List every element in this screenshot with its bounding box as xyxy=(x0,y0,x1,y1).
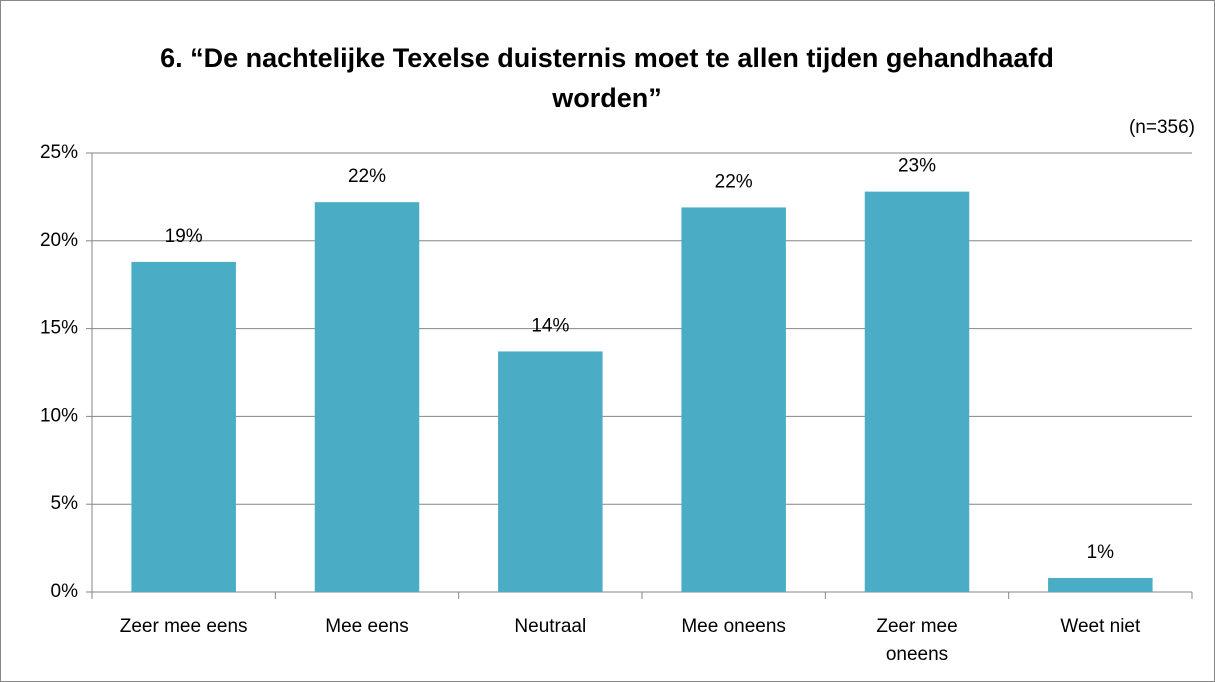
x-tick-label: Mee oneens xyxy=(681,616,786,637)
bar xyxy=(131,261,236,592)
x-tick-label: Zeer mee eens xyxy=(119,616,248,637)
y-tick-label: 15% xyxy=(40,318,78,339)
bar xyxy=(864,191,970,592)
x-tick-label: Zeer mee oneens xyxy=(876,616,958,665)
x-tick-label: Neutraal xyxy=(514,616,587,637)
data-label: 22% xyxy=(348,166,386,187)
x-tick-label: Weet niet xyxy=(1060,616,1141,637)
data-label: 1% xyxy=(1087,542,1115,563)
y-tick-label: 20% xyxy=(40,230,78,251)
data-label: 22% xyxy=(715,171,753,192)
x-tick-label: Mee eens xyxy=(325,616,409,637)
data-label: 19% xyxy=(165,226,203,247)
bar xyxy=(498,351,603,592)
bar xyxy=(314,202,420,592)
chart-title: 6. “De nachtelijke Texelse duisternis mo… xyxy=(160,43,1054,113)
bar xyxy=(681,207,786,592)
data-label: 14% xyxy=(531,315,569,336)
y-tick-label: 5% xyxy=(51,493,79,514)
y-tick-label: 25% xyxy=(40,142,78,163)
sample-size: (n=356) xyxy=(1129,117,1195,138)
y-tick-label: 10% xyxy=(40,405,78,426)
y-tick-label: 0% xyxy=(51,581,79,602)
bar xyxy=(1048,577,1153,592)
data-label: 23% xyxy=(898,156,936,177)
